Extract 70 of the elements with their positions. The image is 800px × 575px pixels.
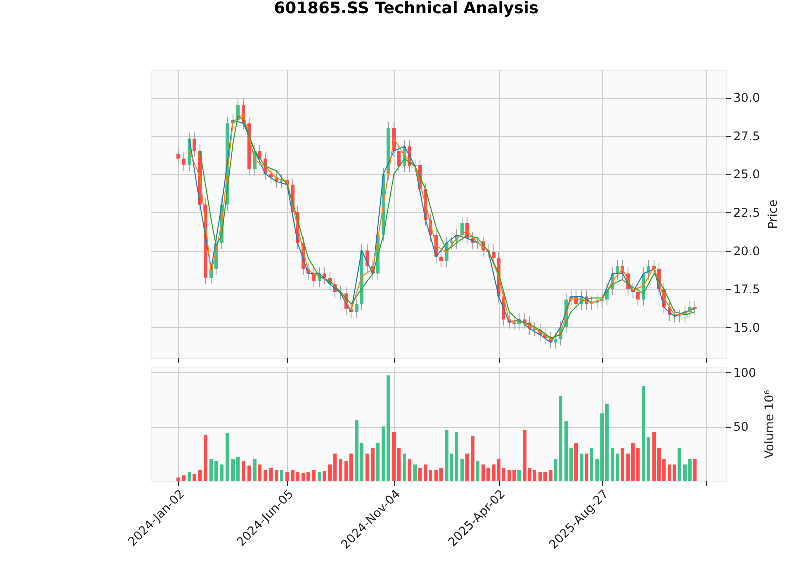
bar	[312, 470, 316, 481]
candlestick	[322, 267, 326, 285]
bar	[476, 461, 480, 481]
candlestick	[616, 260, 620, 280]
bar	[322, 471, 326, 481]
candlestick	[678, 310, 682, 324]
bar	[242, 461, 246, 481]
candlestick	[512, 316, 516, 331]
bar	[192, 474, 196, 481]
y-axis-title: Price	[766, 200, 780, 230]
bar	[339, 459, 343, 481]
bar	[204, 435, 208, 481]
candlestick	[590, 296, 594, 311]
y-tick-label: 17.5	[734, 282, 760, 297]
y-tick-label: 30.0	[734, 91, 760, 106]
y-tick-label: 20.0	[734, 244, 760, 258]
candlestick	[182, 152, 186, 172]
bar	[264, 470, 268, 481]
bar	[269, 468, 273, 481]
bar	[471, 436, 475, 481]
candlestick	[450, 236, 454, 250]
bar	[280, 470, 284, 481]
y-tick-label: 15.0	[734, 320, 760, 335]
candlestick	[440, 250, 444, 268]
bar	[275, 470, 279, 481]
bar	[403, 454, 407, 481]
bar	[366, 454, 370, 481]
bar	[253, 459, 257, 481]
bar	[678, 448, 682, 481]
candlestick	[492, 244, 496, 265]
bar	[518, 470, 522, 481]
y-axis-title: Volume 10⁶	[762, 390, 776, 459]
bar	[176, 478, 180, 481]
candlestick	[192, 132, 196, 158]
bar	[414, 464, 418, 481]
bar	[248, 466, 252, 481]
bar	[466, 454, 470, 481]
bar	[220, 464, 224, 481]
bar	[258, 464, 262, 481]
bar	[585, 454, 589, 481]
bar	[590, 448, 594, 481]
candlestick	[312, 267, 316, 288]
y-tick-label: 27.5	[734, 129, 760, 144]
bar	[318, 472, 322, 481]
chart-title: 601865.SS Technical Analysis	[274, 0, 539, 18]
bar	[198, 470, 202, 481]
candlestick	[554, 333, 558, 350]
bar	[418, 468, 422, 481]
bar	[182, 476, 186, 481]
candlestick	[460, 216, 464, 242]
bar	[620, 448, 624, 481]
candlestick	[176, 148, 180, 166]
y-tick-label: 25.0	[734, 168, 760, 182]
candlestick	[636, 286, 640, 306]
bar	[580, 454, 584, 481]
candlestick	[355, 298, 359, 319]
bar	[408, 459, 412, 481]
bar	[226, 433, 230, 481]
y-tick-label: 50	[734, 420, 749, 434]
candlestick	[397, 144, 401, 174]
bar	[188, 472, 192, 481]
bar	[286, 472, 290, 481]
bar	[574, 443, 578, 481]
bar	[376, 443, 380, 481]
bar	[693, 459, 697, 481]
bar	[549, 470, 553, 481]
bar	[371, 448, 375, 481]
y-tick-label: 100	[734, 366, 756, 380]
y-tick-label: 22.5	[734, 206, 760, 220]
bar	[460, 459, 464, 481]
